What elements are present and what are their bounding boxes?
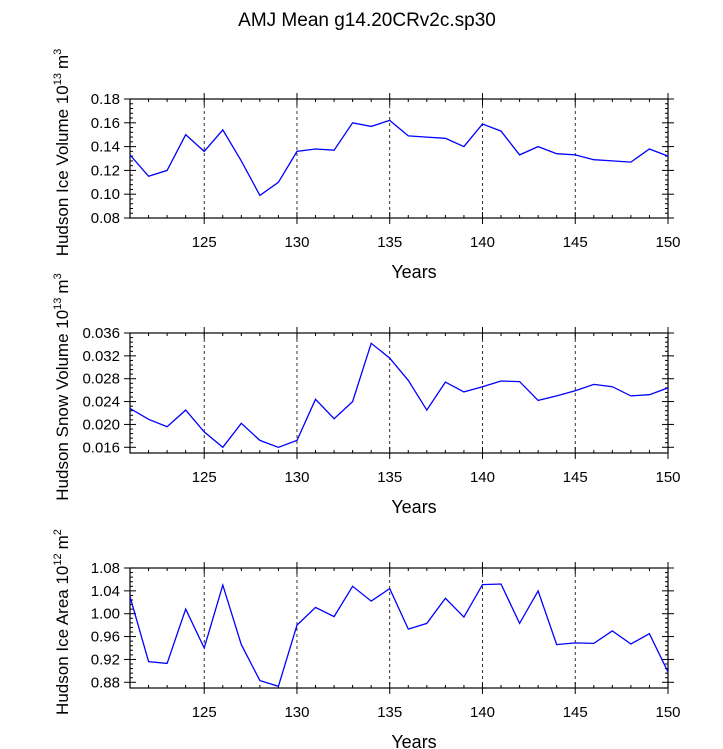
y-tick-label: 0.020 [82, 416, 120, 433]
y-axis-label: Hudson Ice Volume 1013 m3 [52, 49, 72, 257]
y-axis-label-main: Hudson Ice Volume 10 [53, 85, 72, 256]
y-tick-label: 0.92 [91, 651, 120, 668]
y-tick-label: 1.00 [91, 606, 120, 623]
y-tick-label: 0.032 [82, 348, 120, 365]
y-axis-label-unit: m [53, 535, 72, 549]
y-tick-label: 0.88 [91, 674, 120, 691]
x-tick-label: 150 [655, 234, 680, 251]
y-tick-label: 0.16 [91, 115, 120, 132]
x-tick-label: 130 [284, 704, 309, 721]
x-tick-label: 135 [377, 234, 402, 251]
data-line-series-2 [130, 342, 668, 449]
y-axis-label: Hudson Snow Volume 1013 m3 [52, 273, 72, 500]
y-axis-label-unit: m [53, 55, 72, 69]
x-tick-label: 125 [192, 469, 217, 486]
x-tick-label: 135 [377, 469, 402, 486]
y-tick-label: 0.96 [91, 629, 120, 646]
x-tick-label: 140 [470, 234, 495, 251]
x-tick-label: 130 [284, 234, 309, 251]
x-tick-label: 130 [284, 469, 309, 486]
x-axis-label: Years [391, 497, 436, 517]
y-axis-label-unit: m [53, 279, 72, 293]
chart-panel-3: 0.88 0.92 0.96 1.00 1.04 1.08 125 130 135 140 145 1… [52, 529, 681, 749]
x-tick-label: 145 [563, 234, 588, 251]
x-tick-label: 140 [470, 469, 495, 486]
plot-frame [129, 332, 669, 454]
x-tick-label: 125 [192, 704, 217, 721]
y-tick-label: 1.04 [91, 583, 120, 600]
y-tick-label: 0.028 [82, 371, 120, 388]
x-tick-label: 150 [655, 469, 680, 486]
chart-panel-2: 0.016 0.020 0.024 0.028 0.032 0.036 125 130 135 1… [52, 273, 681, 517]
plot-frame [129, 567, 669, 689]
plot-frame [129, 98, 669, 219]
y-axis-label-main: Hudson Ice Area 10 [53, 566, 72, 715]
y-axis-label-exponent: 13 [52, 298, 64, 310]
y-tick-label: 1.08 [91, 560, 120, 577]
y-tick-label: 0.016 [82, 439, 120, 456]
x-tick-label: 140 [470, 704, 495, 721]
data-line-series-3 [130, 582, 668, 688]
x-tick-label: 145 [563, 704, 588, 721]
y-axis-label-exponent: 12 [52, 553, 64, 565]
y-axis-label-main: Hudson Snow Volume 10 [53, 310, 72, 501]
y-axis-label-exponent: 13 [52, 73, 64, 85]
y-tick-label: 0.10 [91, 186, 120, 203]
x-tick-label: 135 [377, 704, 402, 721]
x-tick-label: 150 [655, 704, 680, 721]
x-tick-label: 145 [563, 469, 588, 486]
y-tick-label: 0.08 [91, 210, 120, 227]
chart-panel-1: 0.08 0.10 0.12 0.14 0.16 0.18 125 130 135 140 145 1… [52, 49, 681, 282]
y-axis-label-unit-exponent: 3 [52, 49, 64, 55]
y-tick-label: 0.14 [91, 139, 120, 156]
data-line-series-1 [130, 119, 668, 197]
y-tick-label: 0.036 [82, 325, 120, 342]
y-tick-label: 0.12 [91, 162, 120, 179]
x-axis-label: Years [391, 262, 436, 282]
x-axis-label: Years [391, 732, 436, 749]
y-tick-label: 0.024 [82, 394, 120, 411]
y-tick-label: 0.18 [91, 91, 120, 108]
x-tick-label: 125 [192, 234, 217, 251]
figure-title: AMJ Mean g14.20CRv2c.sp30 [238, 10, 496, 31]
y-axis-label-unit-exponent: 3 [52, 273, 64, 279]
y-axis-label-unit-exponent: 2 [52, 529, 64, 535]
y-axis-label: Hudson Ice Area 1012 m2 [52, 529, 72, 715]
